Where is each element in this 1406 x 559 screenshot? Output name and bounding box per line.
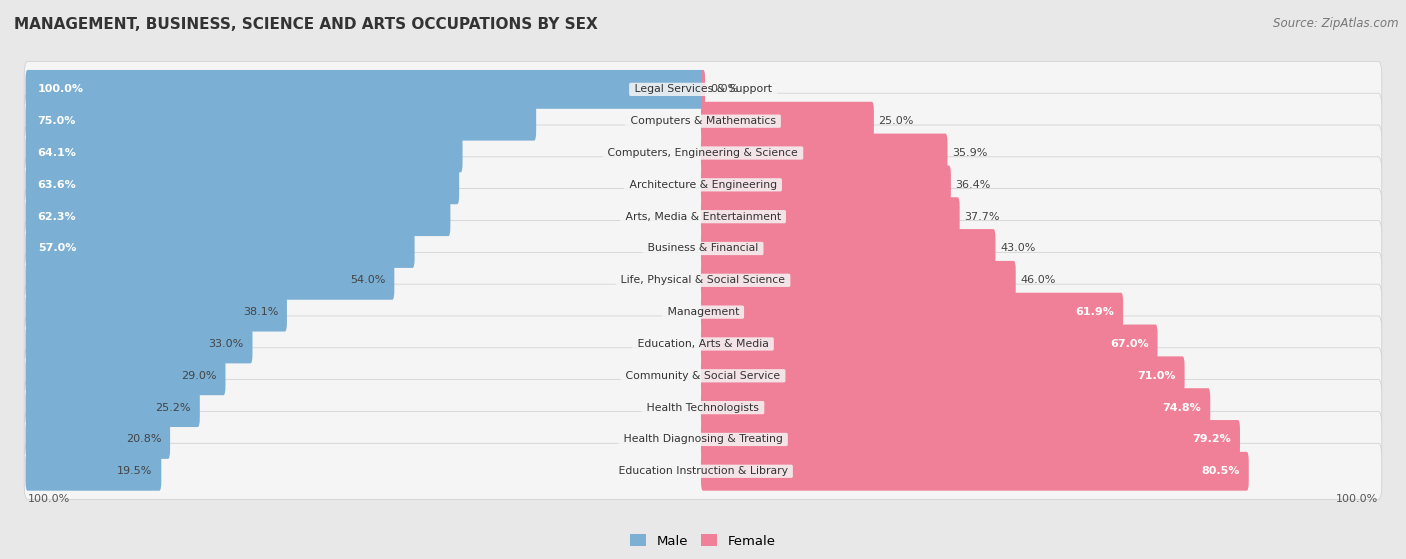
FancyBboxPatch shape [702, 420, 1240, 459]
FancyBboxPatch shape [24, 61, 1382, 117]
Text: Computers & Mathematics: Computers & Mathematics [627, 116, 779, 126]
Text: 63.6%: 63.6% [38, 180, 76, 190]
FancyBboxPatch shape [24, 443, 1382, 499]
FancyBboxPatch shape [25, 452, 162, 491]
FancyBboxPatch shape [702, 357, 1185, 395]
FancyBboxPatch shape [24, 284, 1382, 340]
Text: 43.0%: 43.0% [1000, 244, 1036, 253]
FancyBboxPatch shape [24, 252, 1382, 309]
FancyBboxPatch shape [24, 188, 1382, 245]
Text: 46.0%: 46.0% [1021, 276, 1056, 285]
FancyBboxPatch shape [25, 70, 704, 109]
FancyBboxPatch shape [702, 229, 995, 268]
Text: 35.9%: 35.9% [952, 148, 987, 158]
Text: Architecture & Engineering: Architecture & Engineering [626, 180, 780, 190]
FancyBboxPatch shape [702, 261, 1015, 300]
FancyBboxPatch shape [702, 388, 1211, 427]
Text: 100.0%: 100.0% [28, 494, 70, 504]
Text: 29.0%: 29.0% [181, 371, 217, 381]
Text: MANAGEMENT, BUSINESS, SCIENCE AND ARTS OCCUPATIONS BY SEX: MANAGEMENT, BUSINESS, SCIENCE AND ARTS O… [14, 17, 598, 32]
Text: 36.4%: 36.4% [956, 180, 991, 190]
FancyBboxPatch shape [702, 102, 875, 141]
Text: 0.0%: 0.0% [710, 84, 738, 94]
FancyBboxPatch shape [702, 70, 704, 109]
Text: 19.5%: 19.5% [117, 466, 152, 476]
FancyBboxPatch shape [702, 165, 950, 204]
Text: Health Technologists: Health Technologists [644, 402, 762, 413]
Text: 61.9%: 61.9% [1076, 307, 1115, 317]
FancyBboxPatch shape [25, 325, 253, 363]
Text: 75.0%: 75.0% [38, 116, 76, 126]
Text: Health Diagnosing & Treating: Health Diagnosing & Treating [620, 434, 786, 444]
FancyBboxPatch shape [702, 325, 1157, 363]
FancyBboxPatch shape [702, 197, 960, 236]
FancyBboxPatch shape [25, 388, 200, 427]
Text: Management: Management [664, 307, 742, 317]
Text: Computers, Engineering & Science: Computers, Engineering & Science [605, 148, 801, 158]
FancyBboxPatch shape [24, 157, 1382, 213]
Text: Source: ZipAtlas.com: Source: ZipAtlas.com [1274, 17, 1399, 30]
Legend: Male, Female: Male, Female [626, 529, 780, 553]
FancyBboxPatch shape [25, 261, 394, 300]
Text: Legal Services & Support: Legal Services & Support [631, 84, 775, 94]
FancyBboxPatch shape [25, 357, 225, 395]
Text: 25.0%: 25.0% [879, 116, 914, 126]
FancyBboxPatch shape [25, 293, 287, 331]
FancyBboxPatch shape [24, 316, 1382, 372]
Text: Education Instruction & Library: Education Instruction & Library [614, 466, 792, 476]
Text: Life, Physical & Social Science: Life, Physical & Social Science [617, 276, 789, 285]
FancyBboxPatch shape [25, 229, 415, 268]
FancyBboxPatch shape [702, 134, 948, 172]
Text: Education, Arts & Media: Education, Arts & Media [634, 339, 772, 349]
FancyBboxPatch shape [25, 165, 460, 204]
FancyBboxPatch shape [25, 134, 463, 172]
Text: Arts, Media & Entertainment: Arts, Media & Entertainment [621, 212, 785, 222]
Text: 54.0%: 54.0% [350, 276, 385, 285]
FancyBboxPatch shape [25, 197, 450, 236]
FancyBboxPatch shape [24, 125, 1382, 181]
Text: 20.8%: 20.8% [125, 434, 162, 444]
FancyBboxPatch shape [24, 220, 1382, 277]
FancyBboxPatch shape [24, 348, 1382, 404]
FancyBboxPatch shape [25, 102, 536, 141]
Text: 74.8%: 74.8% [1163, 402, 1202, 413]
FancyBboxPatch shape [24, 93, 1382, 149]
Text: 37.7%: 37.7% [965, 212, 1000, 222]
Text: 71.0%: 71.0% [1137, 371, 1175, 381]
Text: 25.2%: 25.2% [156, 402, 191, 413]
FancyBboxPatch shape [25, 420, 170, 459]
FancyBboxPatch shape [24, 380, 1382, 435]
Text: 57.0%: 57.0% [38, 244, 76, 253]
Text: 100.0%: 100.0% [38, 84, 84, 94]
Text: Community & Social Service: Community & Social Service [623, 371, 783, 381]
Text: 67.0%: 67.0% [1111, 339, 1149, 349]
Text: 80.5%: 80.5% [1202, 466, 1240, 476]
Text: 79.2%: 79.2% [1192, 434, 1232, 444]
Text: 62.3%: 62.3% [38, 212, 76, 222]
FancyBboxPatch shape [24, 411, 1382, 467]
Text: 33.0%: 33.0% [208, 339, 243, 349]
Text: 64.1%: 64.1% [38, 148, 76, 158]
Text: 38.1%: 38.1% [243, 307, 278, 317]
FancyBboxPatch shape [702, 293, 1123, 331]
Text: 100.0%: 100.0% [1336, 494, 1378, 504]
FancyBboxPatch shape [702, 452, 1249, 491]
Text: Business & Financial: Business & Financial [644, 244, 762, 253]
